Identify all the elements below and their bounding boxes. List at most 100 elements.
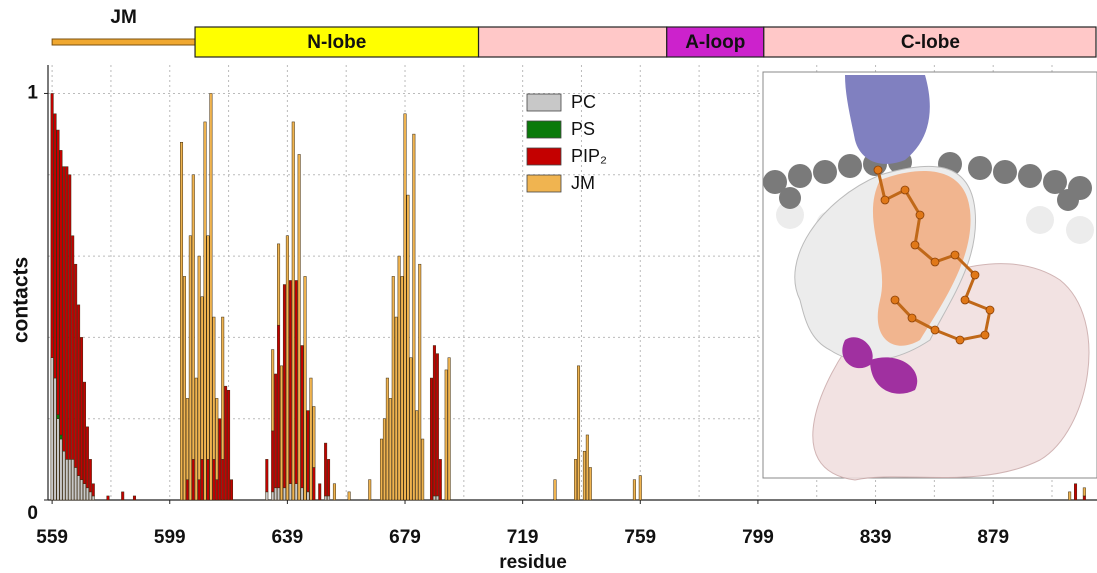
- bar-segment: [435, 353, 439, 497]
- bar-segment: [632, 479, 636, 501]
- bar-segment: [59, 150, 63, 436]
- bar-segment: [412, 133, 416, 501]
- x-tick-label: 559: [36, 527, 68, 548]
- bar-segment: [288, 483, 292, 501]
- domain-segment: [51, 38, 196, 46]
- bar-segment: [91, 483, 95, 497]
- bar-segment: [209, 93, 213, 501]
- bar-segment: [85, 426, 89, 489]
- bar-segment: [403, 113, 407, 501]
- bar-segment: [265, 491, 269, 501]
- bar-segment: [400, 276, 404, 501]
- bar-segment: [59, 438, 63, 501]
- y-axis-label: contacts: [10, 257, 33, 343]
- bar-segment: [588, 467, 592, 501]
- bar-segment: [318, 483, 322, 501]
- bar-segment: [277, 487, 281, 501]
- bar-segment: [80, 337, 84, 480]
- legend-swatch: [526, 93, 562, 112]
- bar-segment: [291, 121, 295, 501]
- bar-segment: [438, 459, 442, 501]
- legend-label: PS: [571, 119, 595, 139]
- bar-segment: [197, 255, 201, 480]
- bar-segment: [50, 357, 54, 501]
- bar-segment: [1082, 487, 1086, 497]
- bar-segment: [82, 483, 86, 501]
- legend-label: JM: [571, 173, 595, 193]
- bar-segment: [271, 349, 275, 432]
- bar-segment: [421, 438, 425, 501]
- y-tick-label: 1: [27, 82, 38, 103]
- bar-segment: [324, 442, 328, 497]
- bar-segment: [435, 495, 439, 501]
- bar-segment: [391, 276, 395, 501]
- bar-segment: [206, 235, 210, 460]
- bar-segment: [218, 418, 222, 501]
- bar-segment: [62, 450, 66, 501]
- bar-segment: [309, 377, 313, 501]
- bar-segment: [332, 483, 336, 501]
- bar-segment: [53, 377, 57, 501]
- bar-segment: [230, 479, 234, 501]
- bar-segment: [324, 495, 328, 501]
- bar-segment: [224, 385, 228, 501]
- domain-label: C-lobe: [901, 32, 960, 53]
- bar-segment: [418, 263, 422, 501]
- bar-segment: [271, 491, 275, 501]
- bar-segment: [300, 487, 304, 501]
- bar-segment: [406, 194, 410, 501]
- bar-segment: [397, 255, 401, 501]
- bar-segment: [553, 479, 557, 501]
- bar-segment: [409, 357, 413, 501]
- x-tick-label: 599: [154, 527, 186, 548]
- x-tick-label: 639: [272, 527, 304, 548]
- bar-segment: [274, 487, 278, 501]
- bar-segment: [577, 365, 581, 501]
- bar-segment: [200, 296, 204, 460]
- bar-segment: [200, 459, 204, 501]
- bar-segment: [91, 495, 95, 501]
- bar-segment: [85, 487, 89, 501]
- bar-segment: [191, 174, 195, 460]
- bar-segment: [382, 418, 386, 501]
- bar-segment: [394, 316, 398, 501]
- bar-segment: [277, 324, 281, 489]
- structure-inset: [762, 71, 1097, 481]
- legend-swatch: [526, 147, 562, 166]
- bar-segment: [62, 166, 66, 452]
- x-tick-label: 839: [860, 527, 892, 548]
- bar-segment: [212, 459, 216, 501]
- bar-segment: [585, 434, 589, 501]
- legend-label: PIP₂: [571, 146, 607, 166]
- x-tick-label: 759: [624, 527, 656, 548]
- bar-segment: [282, 284, 286, 489]
- bar-segment: [185, 398, 189, 480]
- bar-segment: [194, 377, 198, 501]
- bar-segment: [429, 377, 433, 501]
- bar-segment: [271, 430, 275, 493]
- bar-segment: [385, 377, 389, 501]
- bar-segment: [182, 276, 186, 501]
- bar-segment: [71, 235, 75, 460]
- bar-segment: [206, 459, 210, 501]
- bar-segment: [197, 479, 201, 501]
- bar-segment: [327, 495, 331, 501]
- bar-segment: [221, 316, 225, 460]
- bar-segment: [1068, 491, 1072, 501]
- domain-bar: JM N-lobe A-loop C-lobe: [51, 7, 1097, 58]
- bar-segment: [215, 479, 219, 501]
- bar-segment: [300, 345, 304, 489]
- domain-segment: [477, 26, 668, 58]
- domain-segment: [194, 26, 480, 58]
- bar-segment: [56, 418, 60, 501]
- domain-segment: [763, 26, 1097, 58]
- bar-segment: [432, 345, 436, 497]
- bar-segment: [280, 365, 284, 501]
- legend: PC PS PIP₂ JM: [526, 92, 607, 193]
- bar-segment: [312, 467, 316, 501]
- bar-segment: [88, 491, 92, 501]
- bar-segment: [638, 475, 642, 501]
- bar-segment: [50, 93, 54, 358]
- bar-segment: [582, 450, 586, 501]
- bar-segment: [288, 280, 292, 484]
